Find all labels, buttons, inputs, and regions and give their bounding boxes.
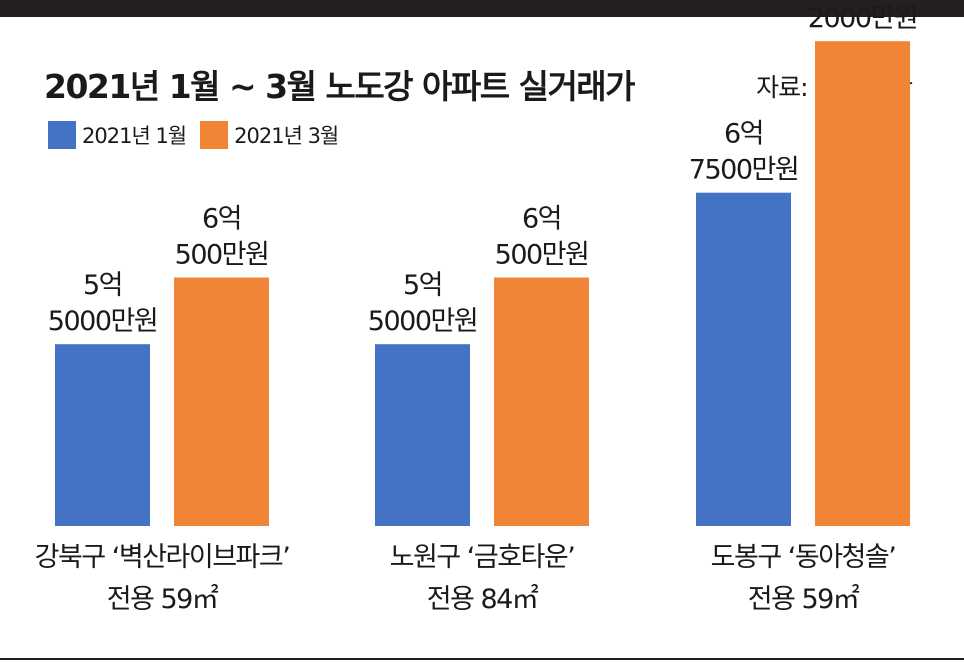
value-label-jan-1-0: 5억 [403,270,442,301]
category-label-1-line2: 전용 84㎡ [427,584,539,615]
value-label-jan-0-0: 5억 [83,270,122,301]
legend: 2021년 1월 2021년 3월 [48,120,352,150]
bar-jan-0 [55,344,150,526]
category-label-0-line2: 전용 59㎡ [107,584,219,615]
bar-mar-0 [174,277,269,526]
value-label-mar-1-0: 6억 [522,204,561,235]
value-label-mar-1-1: 500만원 [495,240,589,271]
bar-jan-1 [375,344,470,526]
legend-swatch-mar [200,121,229,149]
legend-label-mar: 2021년 3월 [234,124,339,148]
top-bar [0,0,964,17]
category-label-1-line1: 노원구 ‘금호타운’ [390,542,575,573]
value-label-mar-2-1: 2000만원 [808,3,917,34]
value-label-jan-1-1: 5000만원 [368,306,477,337]
legend-label-jan: 2021년 1월 [82,124,187,148]
legend-item-jan: 2021년 1월 [48,120,187,150]
category-label-2-line2: 전용 59㎡ [748,584,860,615]
value-label-jan-2-0: 6억 [724,119,763,150]
bar-mar-1 [494,277,589,526]
legend-item-mar: 2021년 3월 [200,120,339,150]
bar-mar-2 [815,41,910,526]
chart-title: 2021년 1월 ~ 3월 노도강 아파트 실거래가 [44,67,636,106]
value-label-jan-2-1: 7500만원 [689,155,798,186]
bar-jan-2 [696,192,791,526]
legend-swatch-jan [48,121,76,149]
value-label-mar-0-1: 500만원 [175,240,269,271]
value-label-jan-0-1: 5000만원 [48,306,157,337]
category-label-0-line1: 강북구 ‘벽산라이브파크’ [35,542,290,573]
bottom-rule [0,658,964,660]
value-label-mar-0-0: 6억 [202,204,241,235]
category-label-2-line1: 도봉구 ‘동아청솔’ [711,542,896,573]
